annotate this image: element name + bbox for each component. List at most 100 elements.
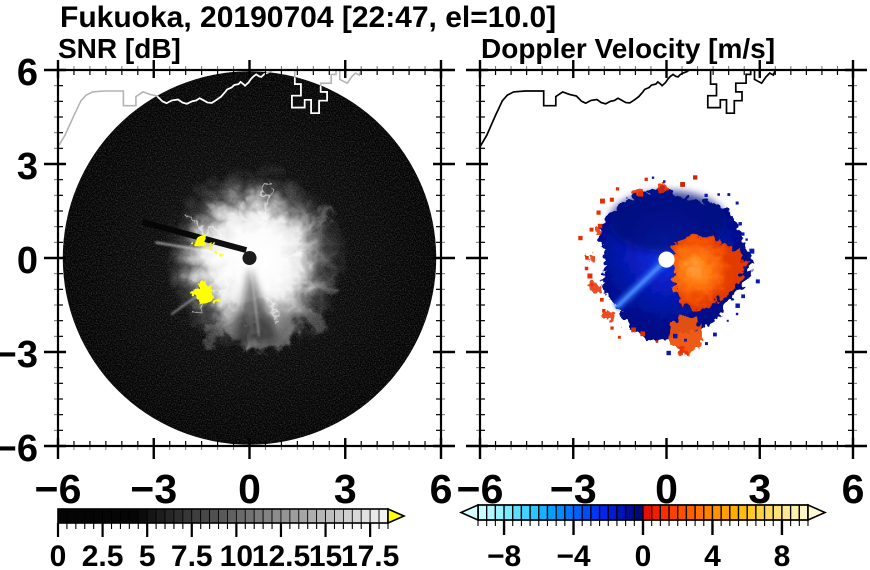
velocity-edge-speckle	[596, 210, 601, 215]
velocity-edge-speckle	[617, 335, 621, 339]
y-tick-label: −6	[0, 428, 38, 470]
colorbar-segment	[703, 504, 714, 521]
colorbar-segment	[191, 508, 202, 524]
coastline-black	[480, 70, 691, 148]
colorbar-segment	[360, 508, 371, 524]
colorbar-segment	[651, 504, 662, 521]
velocity-red-blotch	[628, 185, 640, 193]
snr-saturated-spot	[213, 248, 219, 254]
colorbar-segment	[659, 504, 670, 521]
colorbar-segment	[173, 508, 184, 524]
velocity-edge-speckle	[743, 266, 747, 269]
y-tick-label: 0	[17, 240, 38, 282]
colorbar-segment	[781, 504, 792, 521]
velocity-edge-speckle	[693, 175, 698, 180]
colorbar-segment	[581, 504, 592, 521]
velocity-edge-speckle	[602, 308, 606, 313]
snr-radial-streak	[196, 254, 256, 344]
colorbar-tick-label: 4	[704, 540, 721, 570]
velocity-edge-speckle	[585, 256, 589, 260]
velocity-edge-speckle	[735, 312, 739, 316]
snr-saturated-spot	[190, 281, 212, 299]
port-outline-black	[706, 70, 752, 115]
colorbar-segment	[235, 508, 246, 524]
colorbar-segment	[120, 508, 130, 524]
velocity-edge-speckle	[745, 238, 748, 241]
colorbar-segment	[486, 504, 497, 521]
colorbar-segment	[316, 508, 326, 524]
velocity-edge-speckle	[640, 331, 646, 337]
colorbar-segment	[271, 508, 282, 524]
colorbar-segment	[253, 508, 264, 524]
colorbar-segment	[763, 504, 774, 521]
velocity-edge-speckle	[680, 182, 685, 187]
colorbar-tick-label: 8	[774, 540, 791, 570]
velocity-bright-blue-ray-core	[614, 258, 668, 309]
velocity-edge-speckle	[644, 177, 648, 181]
velocity-edge-speckle	[684, 338, 687, 342]
velocity-panel-title: Doppler Velocity [m/s]	[481, 33, 776, 64]
colorbar-segment	[555, 504, 566, 521]
figure-title: Fukuoka, 20190704 [22:47, el=10.0]	[60, 1, 557, 34]
colorbar-segment	[351, 508, 362, 524]
velocity-edge-speckle	[655, 340, 659, 343]
snr-bright-spoke	[248, 257, 260, 337]
velocity-red-blotch	[600, 307, 612, 318]
snr-saturated-spots	[188, 233, 219, 303]
snr-radial-streak	[244, 253, 322, 331]
snr-radial-streak	[186, 251, 252, 281]
colorbar-segment	[182, 508, 193, 524]
colorbar-segment	[633, 504, 644, 521]
colorbar-segment	[677, 504, 688, 521]
colorbar-segment	[789, 504, 800, 521]
velocity-red-blotch	[673, 343, 685, 355]
x-tick-label: 6	[430, 466, 453, 512]
colorbar-segment	[685, 504, 696, 521]
velocity-edge-speckle	[600, 198, 605, 204]
colorbar-segment	[102, 508, 112, 524]
snr-panel-plot-area	[58, 70, 437, 445]
snr-blind-center-dot	[242, 250, 257, 266]
velocity-edge-speckle	[735, 201, 739, 205]
colorbar-segment	[280, 508, 291, 524]
colorbar-segment	[607, 504, 618, 521]
colorbar-tick-label: 2.5	[82, 540, 124, 570]
colorbar-segment	[378, 508, 389, 524]
x-tick-label: 3	[748, 466, 771, 512]
colorbar-segment	[307, 508, 318, 524]
velocity-edge-speckle	[610, 326, 614, 330]
velocity-edge-speckle	[584, 266, 589, 271]
colorbar-tick-label: 7.5	[171, 540, 213, 570]
colorbar-segment	[244, 508, 255, 524]
x-tick-label: −3	[130, 466, 177, 512]
colorbar-segment	[529, 504, 540, 521]
colorbar-segment	[298, 508, 309, 524]
colorbar-segment	[729, 504, 740, 521]
colorbar-tick-label: 15	[309, 540, 342, 570]
snr-radial-streak	[234, 192, 254, 259]
velocity-edge-speckle	[741, 294, 745, 299]
colorbar-segment	[146, 508, 157, 524]
port-outline-outside-disk	[338, 70, 363, 85]
port-outline-black	[753, 70, 777, 85]
colorbar-segment	[772, 504, 783, 521]
colorbar-segment	[598, 504, 609, 521]
colorbar-segment	[227, 508, 237, 524]
y-tick-label: −3	[0, 334, 38, 376]
colorbar-segment	[209, 508, 219, 524]
velocity-edge-speckle	[609, 197, 614, 202]
colorbar-segment	[137, 508, 148, 524]
snr-panel-title: SNR [dB]	[58, 33, 181, 64]
snr-saturated-spot	[209, 296, 218, 303]
velocity-edge-speckle	[578, 235, 583, 241]
velocity-edge-speckle	[741, 232, 745, 236]
x-tick-label: 3	[334, 466, 357, 512]
colorbar-segment	[289, 508, 300, 524]
velocity-positive-south-lobe	[668, 312, 700, 351]
colorbar-segment	[590, 504, 601, 521]
colorbar-segment	[520, 504, 531, 521]
colorbar-segment	[503, 504, 514, 521]
